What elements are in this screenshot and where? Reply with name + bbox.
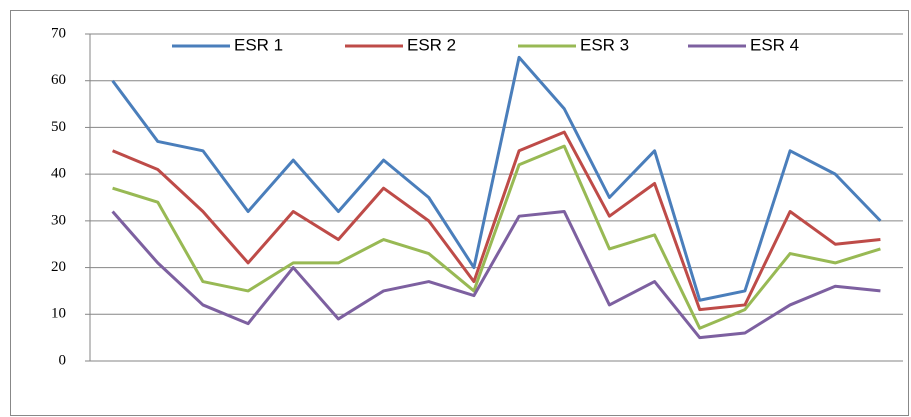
legend-label: ESR 3 (580, 35, 629, 54)
series-line (112, 144, 881, 330)
y-tick-label: 20 (51, 259, 66, 275)
y-tick-label: 60 (51, 72, 66, 88)
y-tick-label: 10 (51, 306, 66, 322)
series-line (112, 130, 881, 312)
y-tick-label: 0 (59, 352, 67, 368)
legend-label: ESR 4 (750, 35, 799, 54)
y-tick-label: 50 (51, 119, 66, 135)
legend-label: ESR 2 (407, 35, 456, 54)
legend-label: ESR 1 (234, 35, 283, 54)
series-line (111, 210, 881, 340)
y-tick-label: 70 (51, 25, 66, 41)
y-tick-label: 30 (51, 212, 66, 228)
series-line (111, 55, 882, 302)
chart-border (10, 10, 909, 416)
y-tick-label: 40 (51, 166, 66, 182)
